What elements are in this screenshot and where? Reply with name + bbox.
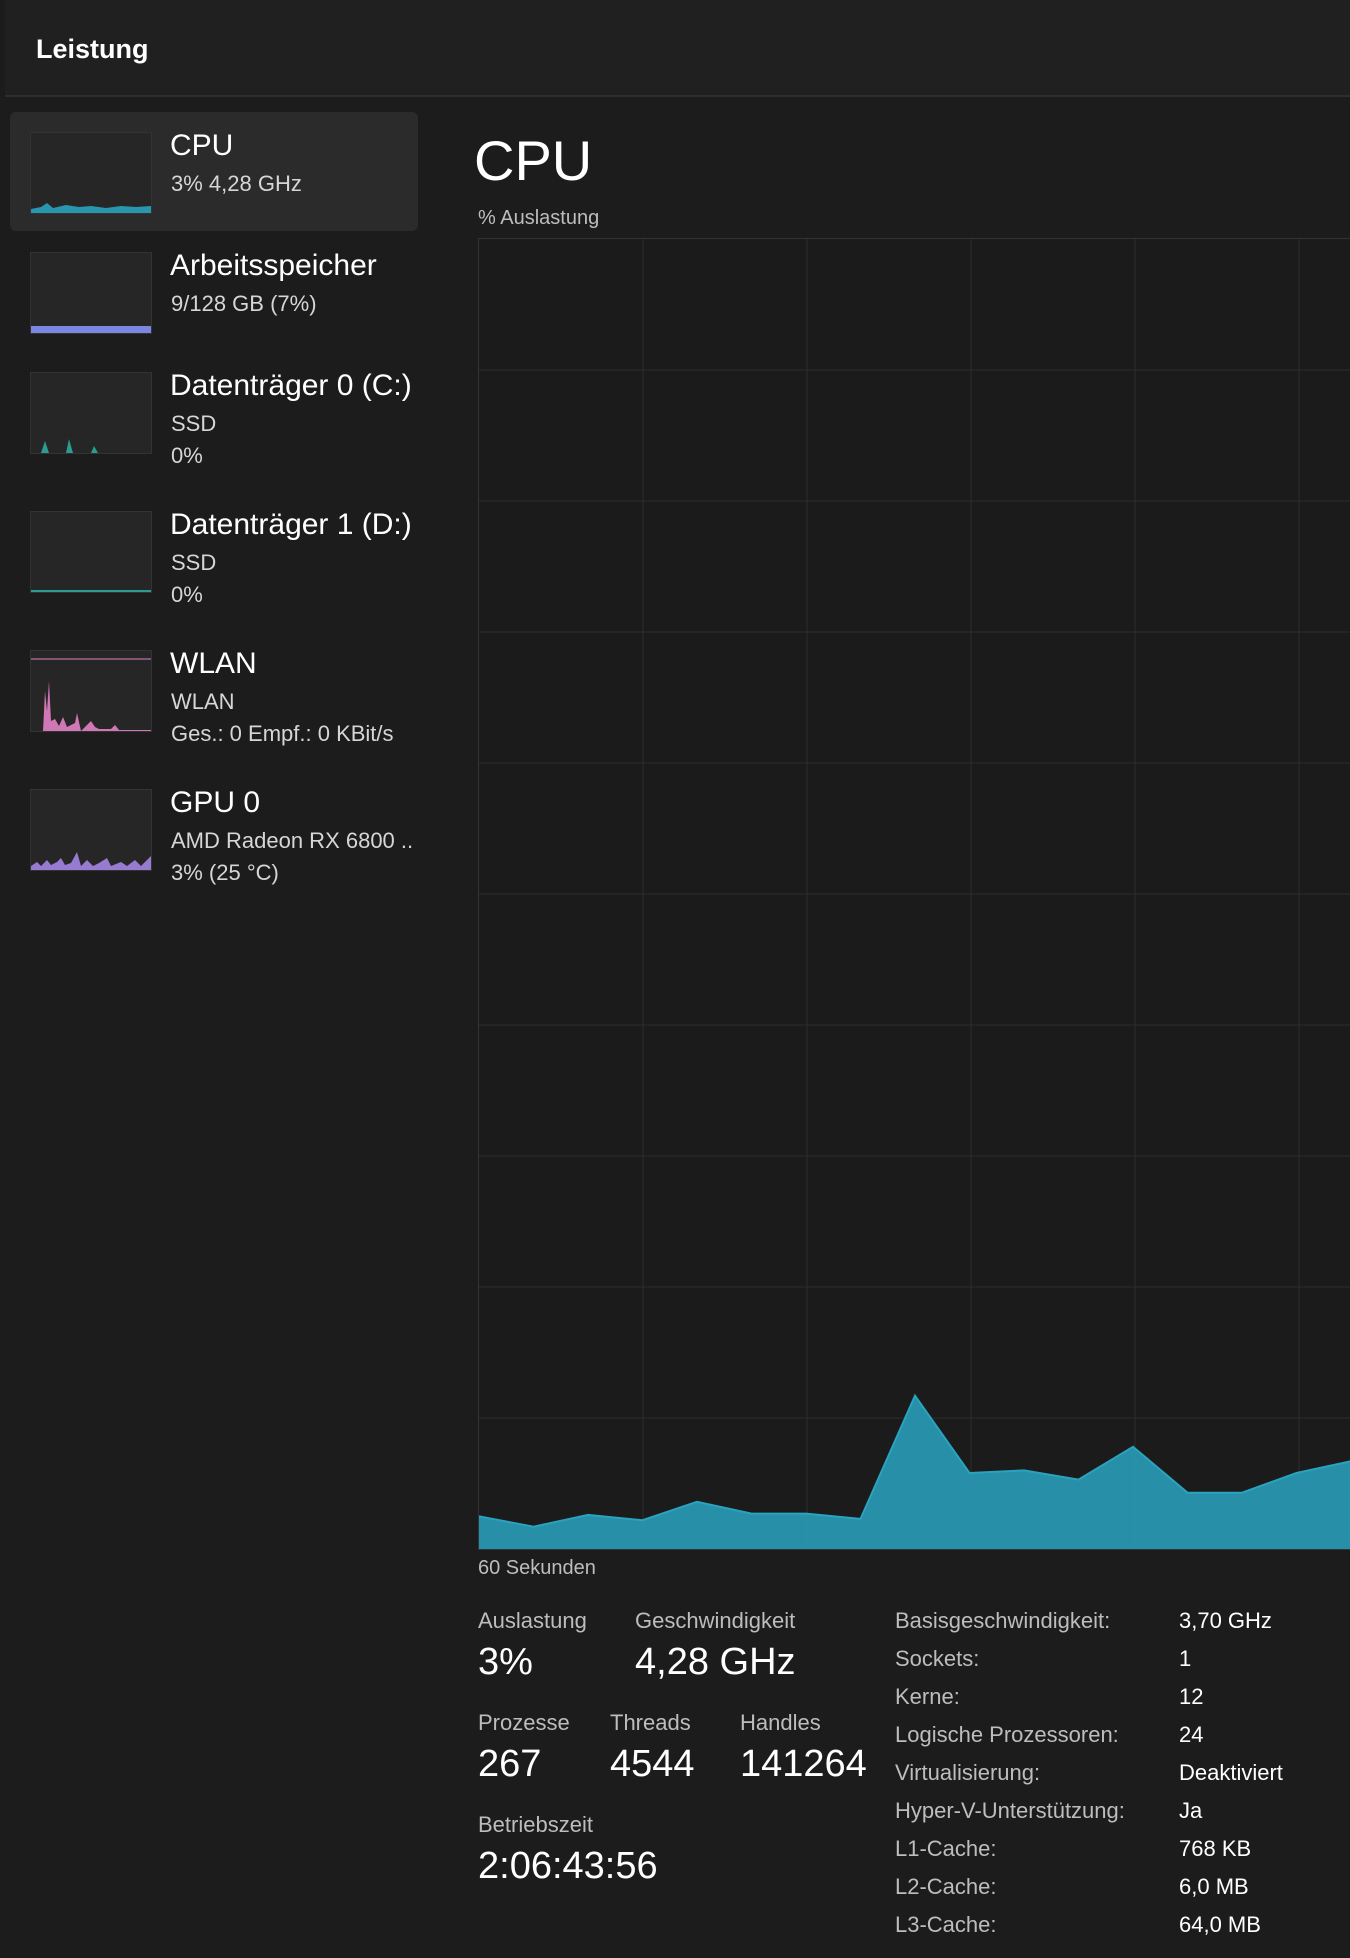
cpu-graph-icon (30, 132, 152, 214)
sidebar-item-disk-1[interactable]: Datenträger 1 (D:) SSD 0% (10, 491, 418, 610)
info-key: L3-Cache: (895, 1912, 997, 1937)
disk-graph-icon (30, 372, 152, 454)
sidebar-item-wlan[interactable]: WLAN WLAN Ges.: 0 Empf.: 0 KBit/s (10, 630, 418, 749)
sidebar-item-label: GPU 0 (170, 786, 261, 819)
stat-label-geschwindigkeit: Geschwindigkeit (635, 1608, 796, 1633)
info-value: 24 (1179, 1722, 1204, 1747)
info-value: 6,0 MB (1179, 1874, 1249, 1899)
info-key: Sockets: (895, 1646, 980, 1671)
stat-label-prozesse: Prozesse (478, 1710, 570, 1735)
sidebar-item-detail: SSD (171, 411, 217, 436)
stat-label-betriebszeit: Betriebszeit (478, 1812, 593, 1837)
chart-x-label: 60 Sekunden (478, 1557, 596, 1579)
sidebar-item-detail: 3% 4,28 GHz (171, 171, 302, 196)
sidebar-item-disk-0[interactable]: Datenträger 0 (C:) SSD 0% (10, 352, 418, 471)
info-value: Ja (1179, 1798, 1203, 1823)
title-bar: Leistung (5, 0, 1350, 97)
stat-value-auslastung: 3% (478, 1641, 533, 1683)
info-key: Basisgeschwindigkeit: (895, 1608, 1111, 1633)
stat-label-handles: Handles (740, 1710, 821, 1735)
sidebar-item-memory[interactable]: Arbeitsspeicher 9/128 GB (7%) (10, 232, 418, 351)
sidebar-item-detail: AMD Radeon RX 6800 .. (171, 828, 414, 853)
stat-value-prozesse: 267 (478, 1743, 542, 1785)
gpu-graph-icon (30, 789, 152, 871)
sidebar-item-label: WLAN (170, 647, 257, 680)
cpu-usage-chart-svg (479, 239, 1350, 1549)
memory-graph-icon (30, 252, 152, 334)
sidebar-item-label: Datenträger 0 (C:) (170, 369, 412, 402)
stat-value-threads: 4544 (610, 1743, 695, 1785)
info-value: 12 (1179, 1684, 1204, 1709)
stat-label-auslastung: Auslastung (478, 1608, 587, 1633)
sidebar-item-usage: 0% (171, 443, 203, 468)
stat-value-handles: 141264 (740, 1743, 867, 1785)
page-title: Leistung (36, 34, 149, 64)
info-key: L2-Cache: (895, 1874, 997, 1899)
page-title: CPU (474, 129, 593, 192)
cpu-usage-area (479, 1395, 1350, 1549)
sidebar-item-usage: 0% (171, 582, 203, 607)
sidebar-item-label: Datenträger 1 (D:) (170, 508, 412, 541)
info-value: 768 KB (1179, 1836, 1252, 1861)
sidebar-item-detail: SSD (171, 550, 217, 575)
info-key: Hyper-V-Unterstützung: (895, 1798, 1125, 1823)
info-value: 64,0 MB (1179, 1912, 1261, 1937)
sidebar-item-throughput: Ges.: 0 Empf.: 0 KBit/s (171, 721, 394, 746)
stat-value-betriebszeit: 2:06:43:56 (478, 1845, 658, 1887)
chart-y-label: % Auslastung (478, 207, 600, 229)
network-graph-icon (30, 650, 152, 732)
cpu-usage-line (479, 1393, 1350, 1528)
info-key: Kerne: (895, 1684, 960, 1709)
stat-value-geschwindigkeit: 4,28 GHz (635, 1641, 796, 1683)
sidebar-item-label: Arbeitsspeicher (170, 249, 377, 282)
info-key: L1-Cache: (895, 1836, 997, 1861)
sidebar-item-detail: WLAN (171, 689, 235, 714)
info-value: Deaktiviert (1179, 1760, 1283, 1785)
sidebar-item-gpu-0[interactable]: GPU 0 AMD Radeon RX 6800 .. 3% (25 °C) (10, 769, 418, 888)
cpu-usage-chart (478, 238, 1350, 1550)
info-key: Virtualisierung: (895, 1760, 1041, 1785)
info-key: Logische Prozessoren: (895, 1722, 1119, 1747)
disk-graph-icon (30, 511, 152, 593)
sidebar-item-detail: 9/128 GB (7%) (171, 291, 317, 316)
sidebar-item-label: CPU (170, 129, 234, 162)
sidebar-item-cpu[interactable]: CPU 3% 4,28 GHz (10, 112, 418, 231)
stat-label-threads: Threads (610, 1710, 691, 1735)
info-value: 3,70 GHz (1179, 1608, 1272, 1633)
info-value: 1 (1179, 1646, 1192, 1671)
sidebar-item-usage: 3% (25 °C) (171, 860, 279, 885)
